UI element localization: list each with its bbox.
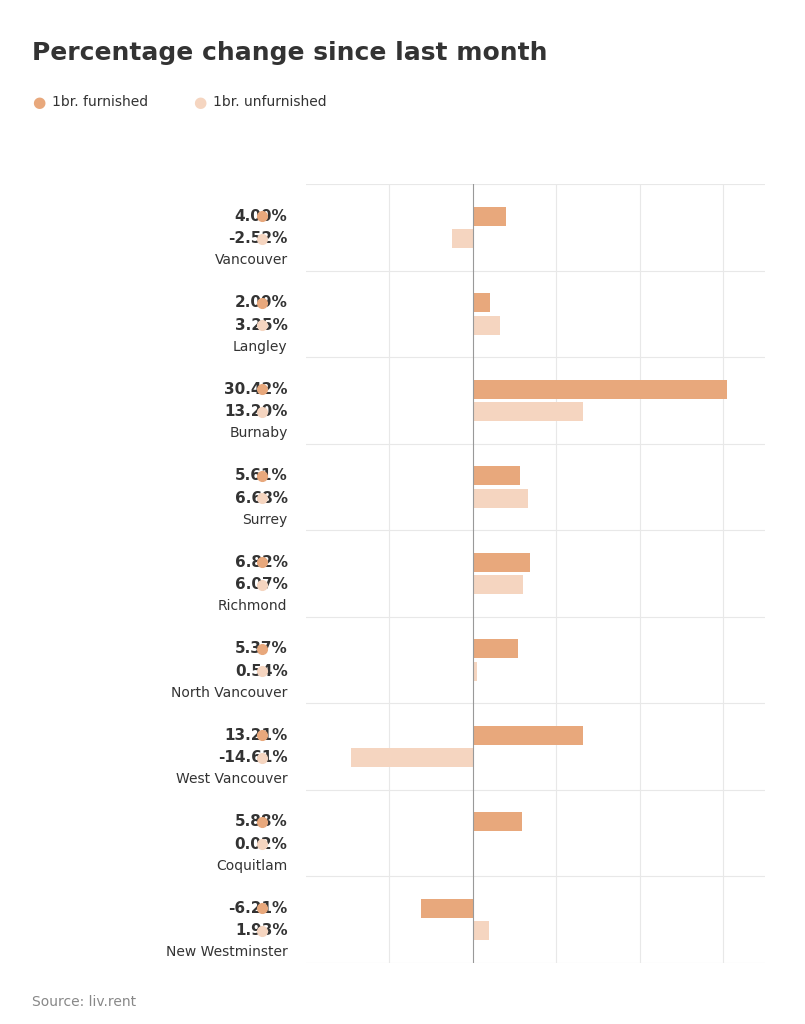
Bar bbox=[473, 315, 500, 335]
Bar bbox=[473, 726, 583, 744]
Bar bbox=[473, 921, 489, 940]
Text: 5.37%: 5.37% bbox=[235, 641, 287, 656]
Text: Surrey: Surrey bbox=[242, 513, 287, 526]
Text: Richmond: Richmond bbox=[218, 599, 287, 613]
Text: Source: liv.rent: Source: liv.rent bbox=[32, 994, 136, 1009]
Text: West Vancouver: West Vancouver bbox=[176, 772, 287, 786]
Text: Percentage change since last month: Percentage change since last month bbox=[32, 41, 547, 65]
Bar bbox=[351, 749, 473, 767]
Bar bbox=[473, 553, 530, 571]
Bar bbox=[473, 466, 519, 485]
Text: ●: ● bbox=[32, 95, 45, 110]
Bar bbox=[473, 207, 506, 226]
Text: 30.42%: 30.42% bbox=[224, 382, 287, 396]
Text: 1br. unfurnished: 1br. unfurnished bbox=[213, 95, 327, 110]
Text: 1br. furnished: 1br. furnished bbox=[52, 95, 148, 110]
Text: 0.54%: 0.54% bbox=[235, 664, 287, 679]
Text: -6.21%: -6.21% bbox=[229, 900, 287, 915]
Text: ●: ● bbox=[193, 95, 206, 110]
Text: 13.20%: 13.20% bbox=[224, 404, 287, 419]
Text: Langley: Langley bbox=[233, 340, 287, 354]
Bar bbox=[473, 662, 477, 681]
Text: Vancouver: Vancouver bbox=[214, 253, 287, 267]
Text: 6.82%: 6.82% bbox=[234, 555, 287, 569]
Text: 0.02%: 0.02% bbox=[235, 837, 287, 852]
Bar bbox=[473, 380, 727, 398]
Text: 1.93%: 1.93% bbox=[235, 923, 287, 938]
Text: -14.61%: -14.61% bbox=[218, 751, 287, 765]
Text: 5.61%: 5.61% bbox=[235, 468, 287, 483]
Bar bbox=[452, 229, 473, 248]
Bar bbox=[473, 639, 518, 658]
Text: 4.00%: 4.00% bbox=[235, 209, 287, 224]
Bar bbox=[473, 402, 583, 421]
Bar bbox=[473, 293, 490, 312]
Text: Burnaby: Burnaby bbox=[229, 426, 287, 440]
Bar bbox=[421, 899, 473, 918]
Bar bbox=[473, 575, 523, 594]
Bar bbox=[473, 488, 529, 508]
Text: 6.68%: 6.68% bbox=[234, 490, 287, 506]
Text: 5.88%: 5.88% bbox=[235, 814, 287, 829]
Text: New Westminster: New Westminster bbox=[166, 945, 287, 959]
Text: North Vancouver: North Vancouver bbox=[171, 686, 287, 699]
Text: Coquitlam: Coquitlam bbox=[217, 859, 287, 872]
Text: 13.21%: 13.21% bbox=[225, 728, 287, 742]
Bar bbox=[473, 812, 522, 831]
Text: -2.52%: -2.52% bbox=[228, 231, 287, 247]
Text: 6.07%: 6.07% bbox=[235, 578, 287, 592]
Text: 3.25%: 3.25% bbox=[235, 317, 287, 333]
Text: 2.09%: 2.09% bbox=[235, 295, 287, 310]
